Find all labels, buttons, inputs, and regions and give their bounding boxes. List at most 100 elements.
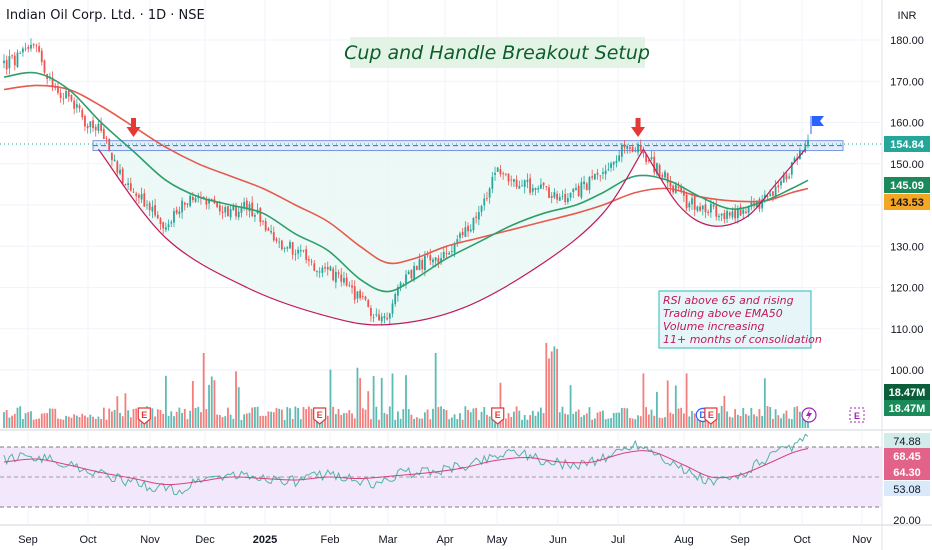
volume-bar xyxy=(418,418,421,428)
candle-body xyxy=(685,194,688,209)
currency-label[interactable]: INR xyxy=(898,10,917,22)
volume-bar xyxy=(264,415,267,428)
volume-bar xyxy=(747,415,750,428)
candle-body xyxy=(351,285,353,288)
candle-body xyxy=(227,206,229,217)
volume-bar xyxy=(156,409,159,428)
candle-body xyxy=(370,307,372,317)
volume-bar xyxy=(208,384,210,428)
candle-body xyxy=(84,116,86,127)
ema20-line xyxy=(3,71,809,293)
candle-body xyxy=(610,163,612,168)
candle-body xyxy=(728,212,731,216)
volume-bar xyxy=(94,418,97,428)
volume-bar xyxy=(11,415,13,428)
down-arrow-icon xyxy=(131,118,137,127)
rsi-tick-label: 20.00 xyxy=(893,515,921,527)
breakout-flag-icon xyxy=(810,116,824,134)
earnings-marker-icon[interactable]: E xyxy=(137,407,151,425)
volume-bar xyxy=(728,416,731,428)
candle-body xyxy=(124,184,127,186)
candle-body xyxy=(407,271,410,274)
candle-body xyxy=(65,90,67,99)
volume-bar xyxy=(782,413,785,428)
time-axis[interactable]: Sep Oct Nov Dec 2025 Feb Mar Apr May Jun Jul Aug Sep… xyxy=(18,534,872,546)
volume-bar xyxy=(755,416,758,428)
candle-body xyxy=(656,163,658,174)
candle-body xyxy=(772,191,774,196)
volume-bar xyxy=(70,417,73,428)
candle-body xyxy=(510,179,513,181)
candle-body xyxy=(459,233,461,238)
volume-bar xyxy=(116,396,119,428)
candle-body xyxy=(494,172,496,175)
volume-bar xyxy=(251,407,254,428)
volume-bar xyxy=(780,418,782,428)
candle-body xyxy=(445,252,448,254)
candle-body xyxy=(504,173,507,175)
earnings-shield xyxy=(491,407,505,425)
ema50-line xyxy=(3,84,809,265)
volume-bar xyxy=(216,414,219,428)
volume-bar xyxy=(86,417,89,428)
volume-bar xyxy=(629,418,631,428)
volume-bar xyxy=(599,411,602,428)
volume-bar xyxy=(154,416,156,428)
candle-body xyxy=(599,175,602,177)
candle-body xyxy=(480,205,483,212)
candle-body xyxy=(575,187,577,190)
volume-bar xyxy=(742,407,745,428)
volume-bar xyxy=(402,409,405,428)
candle-body xyxy=(19,53,22,54)
candle-body xyxy=(78,105,81,109)
candle-body xyxy=(664,171,666,178)
svg-text:18.47M: 18.47M xyxy=(889,387,926,399)
volume-bar xyxy=(129,417,132,428)
volume-bar xyxy=(262,415,264,428)
candle-body xyxy=(623,144,626,148)
lightning-icon[interactable] xyxy=(801,407,817,423)
candle-body xyxy=(499,169,502,175)
volume-bar xyxy=(183,408,186,428)
svg-text:154.84: 154.84 xyxy=(890,139,925,151)
candle-body xyxy=(707,211,710,214)
volume-bar xyxy=(170,411,173,428)
candle-body xyxy=(413,265,415,280)
candle-body xyxy=(550,196,553,199)
candle-body xyxy=(383,315,386,319)
candle-body xyxy=(224,207,227,213)
candle-body xyxy=(175,209,178,214)
candle-body xyxy=(556,193,558,200)
candle-body xyxy=(394,294,397,305)
candle-body xyxy=(807,139,809,145)
down-arrow-head xyxy=(126,127,141,137)
candle-body xyxy=(259,207,262,223)
earnings-future-icon[interactable]: E xyxy=(849,407,865,423)
candle-body xyxy=(545,186,548,187)
candle-body xyxy=(464,227,467,237)
price-tick-label: 160.00 xyxy=(890,118,924,130)
earnings-shield xyxy=(313,407,327,425)
earnings-marker-icon[interactable]: E xyxy=(704,407,718,425)
candle-body xyxy=(507,173,510,182)
candle-body xyxy=(278,241,281,243)
candle-body xyxy=(280,240,283,250)
candle-body xyxy=(496,167,499,172)
candle-body xyxy=(704,204,707,213)
volume-bar xyxy=(688,416,691,428)
volume-bar xyxy=(297,408,299,428)
volume-bar xyxy=(620,407,623,428)
volume-bar xyxy=(448,419,451,428)
earnings-marker-icon[interactable]: E xyxy=(313,407,327,425)
volume-bar xyxy=(426,409,429,428)
candle-body xyxy=(513,179,515,182)
volume-bar xyxy=(718,413,720,428)
candle-body xyxy=(763,194,766,199)
candle-body xyxy=(736,208,739,218)
earnings-marker-icon[interactable]: E xyxy=(491,407,505,425)
svg-text:53.08: 53.08 xyxy=(893,484,921,496)
volume-bar xyxy=(796,406,799,428)
volume-bar xyxy=(653,415,656,428)
